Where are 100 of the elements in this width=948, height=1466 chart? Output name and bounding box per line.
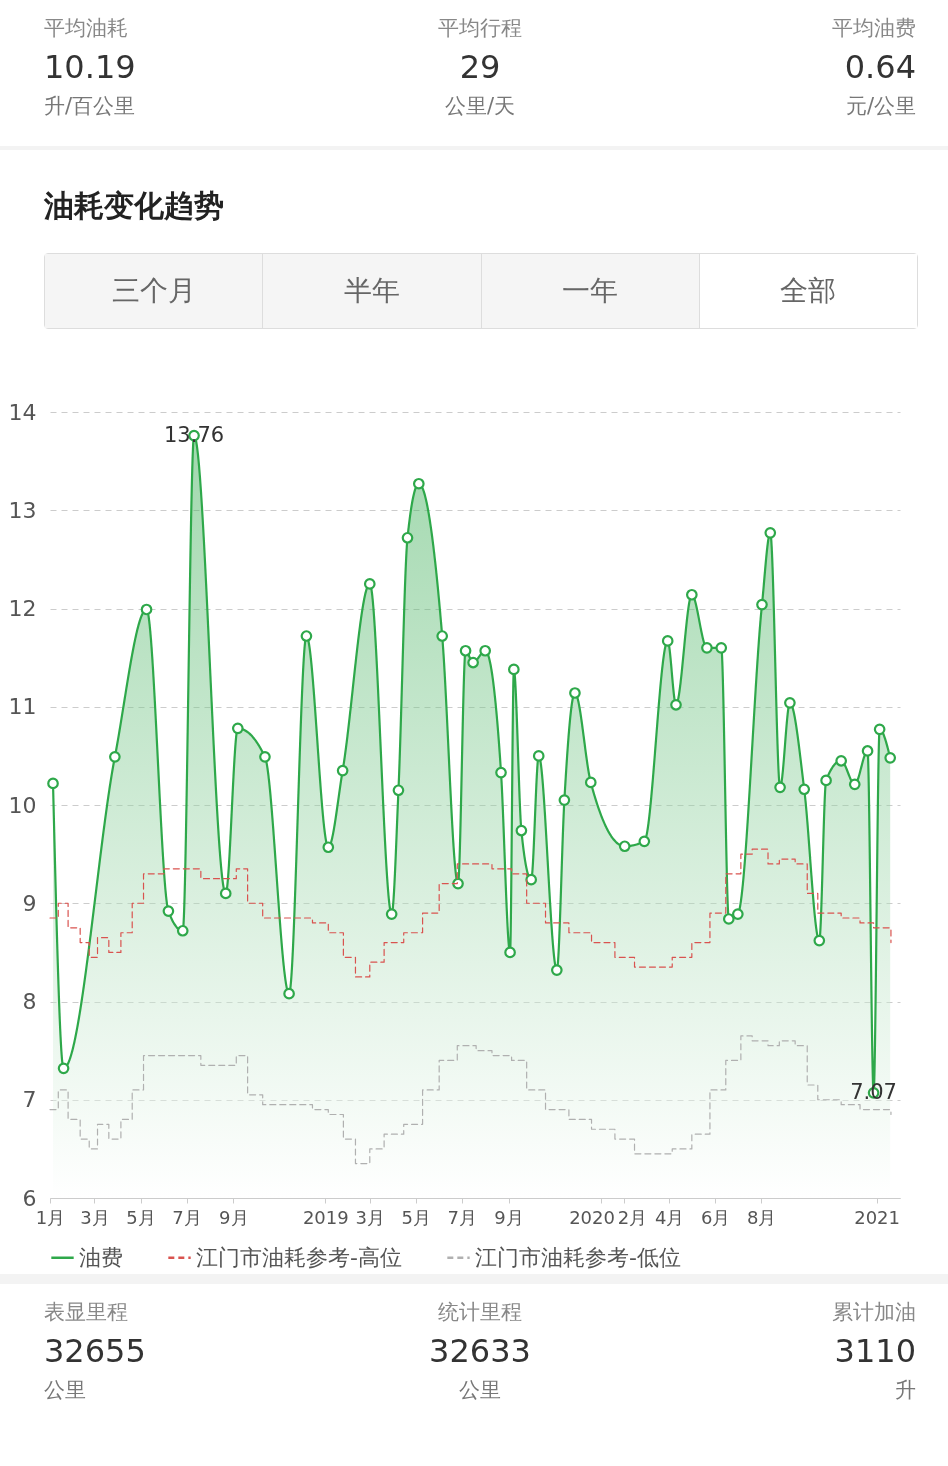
point <box>661 635 674 647</box>
text: 半年 <box>263 254 482 328</box>
text: 公里 <box>44 1377 86 1404</box>
point <box>884 752 897 764</box>
text: 公里 <box>459 1377 501 1404</box>
point <box>283 987 295 1000</box>
text: 累计加油 <box>832 1299 916 1326</box>
point <box>756 598 768 611</box>
x-tick-label: 2月 <box>617 1206 648 1228</box>
point <box>109 751 121 763</box>
text: 一年 <box>481 254 700 328</box>
text: 平均行程 <box>438 15 522 42</box>
chart-title: 油耗变化趋势 <box>44 187 225 225</box>
point <box>322 841 335 854</box>
point <box>392 784 405 797</box>
y-tick-label: 6 <box>22 1185 37 1211</box>
point <box>584 776 597 789</box>
x-tick-label: 9月 <box>219 1206 249 1228</box>
x-tick-label: 7月 <box>447 1206 478 1228</box>
y-tick-label: 7 <box>22 1087 37 1113</box>
point <box>504 946 516 959</box>
y-tick-label: 13 <box>8 497 37 523</box>
point <box>515 824 528 837</box>
y-tick-label: 9 <box>22 890 37 916</box>
point <box>861 745 874 757</box>
legend-label: 油费 <box>79 1244 123 1270</box>
point <box>467 656 479 669</box>
text: 10.19 <box>44 48 136 86</box>
point <box>848 778 861 791</box>
point <box>385 908 398 920</box>
x-tick-label: 1月 <box>35 1206 66 1228</box>
point <box>459 644 472 657</box>
x-tick-label: 3月 <box>80 1206 110 1228</box>
x-tick-label: 7月 <box>172 1206 202 1228</box>
point <box>569 687 581 699</box>
point <box>558 794 571 806</box>
point <box>525 873 538 886</box>
text: 升/百公里 <box>44 93 136 120</box>
point <box>162 905 175 917</box>
y-tick-label: 8 <box>22 989 37 1014</box>
legend-label: 江门市油耗参考-高位 <box>196 1244 402 1270</box>
point <box>401 531 414 544</box>
point <box>732 908 744 920</box>
y-tick-label: 11 <box>8 694 37 720</box>
text: 平均油耗 <box>44 15 128 42</box>
text: 公里/天 <box>444 93 516 120</box>
text: 32655 <box>44 1332 146 1370</box>
point <box>618 840 631 853</box>
point <box>57 1062 70 1075</box>
point <box>363 578 376 590</box>
y-tick-label: 14 <box>8 399 37 425</box>
point <box>452 877 464 890</box>
point <box>231 722 244 735</box>
y-tick-label: 10 <box>8 792 37 818</box>
text: 统计里程 <box>438 1299 522 1326</box>
text: 0.64 <box>844 48 916 86</box>
point <box>701 641 713 654</box>
point <box>784 696 796 709</box>
point <box>300 630 313 642</box>
x-tick-label: 4月 <box>654 1206 685 1228</box>
point <box>638 835 651 848</box>
point <box>873 723 886 736</box>
point <box>412 477 425 490</box>
text: 32633 <box>429 1332 531 1370</box>
point <box>774 781 786 794</box>
x-tick-label: 9月 <box>494 1206 524 1228</box>
point <box>436 630 449 642</box>
point <box>479 644 492 657</box>
text: 全部 <box>699 254 917 328</box>
point <box>532 750 545 762</box>
point <box>508 663 520 676</box>
x-tick-label: 6月 <box>700 1206 731 1228</box>
x-tick-label: 2021 <box>854 1206 901 1228</box>
x-tick-label: 5月 <box>401 1206 432 1228</box>
text: 平均油费 <box>832 15 916 42</box>
legend-label: 江门市油耗参考-低位 <box>475 1244 681 1270</box>
point <box>550 964 563 976</box>
point <box>820 774 832 787</box>
x-tick-label: 2019 <box>302 1206 349 1228</box>
text: 升 <box>895 1377 916 1404</box>
point <box>670 698 682 711</box>
point <box>722 913 735 925</box>
text: 表显里程 <box>44 1299 128 1326</box>
point <box>813 934 826 947</box>
point <box>219 887 232 900</box>
point <box>685 588 698 601</box>
point <box>835 754 848 767</box>
point <box>495 766 507 779</box>
point <box>47 777 59 790</box>
text: 元/公里 <box>845 93 916 120</box>
point <box>798 783 811 796</box>
point <box>140 603 153 616</box>
text: 三个月 <box>45 254 264 328</box>
point <box>259 751 271 763</box>
y-tick-label: 12 <box>8 596 37 621</box>
x-tick-label: 8月 <box>747 1206 777 1228</box>
x-tick-label: 3月 <box>355 1206 386 1228</box>
text: 3110 <box>834 1332 916 1370</box>
point <box>715 641 728 654</box>
x-tick-label: 5月 <box>126 1206 156 1228</box>
